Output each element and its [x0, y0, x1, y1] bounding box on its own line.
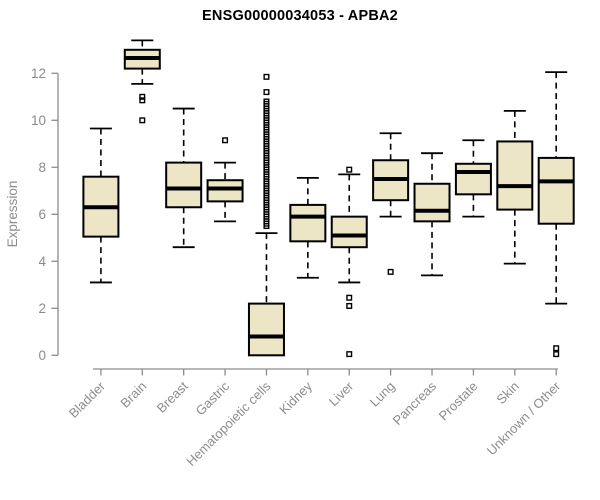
outlier-point: [346, 351, 353, 358]
outlier-point: [139, 93, 146, 100]
iqr-box: [330, 215, 368, 249]
box-liver: [330, 166, 368, 358]
chart-title: ENSG00000034053 - APBA2: [202, 8, 398, 24]
outlier-point: [387, 268, 394, 275]
outlier-point: [553, 345, 560, 352]
x-tick-label-kidney: Kidney: [276, 378, 315, 417]
box-prostate: [454, 139, 492, 218]
y-tick-label: 0: [38, 348, 46, 363]
box-lung: [372, 132, 410, 275]
outlier-point: [346, 294, 353, 301]
outlier-point: [553, 351, 560, 358]
box-hematopoietic-cells: [247, 73, 285, 357]
y-tick-label: 12: [31, 66, 46, 81]
box-skin: [496, 110, 534, 265]
box-brain: [123, 39, 161, 124]
x-tick-label-lung: Lung: [367, 379, 398, 410]
box-kidney: [289, 176, 327, 279]
box-pancreas: [413, 152, 451, 277]
outlier-point: [263, 98, 270, 105]
box-unknown-other: [537, 71, 575, 358]
x-tick-label-liver: Liver: [326, 378, 357, 409]
x-tick-label-pancreas: Pancreas: [390, 378, 440, 428]
y-axis-title: Expression: [5, 181, 20, 248]
x-tick-label-unknown-other: Unknown / Other: [484, 378, 564, 458]
x-tick-label-brain: Brain: [117, 379, 149, 411]
y-tick-label: 6: [38, 207, 46, 222]
iqr-box: [247, 302, 285, 357]
iqr-box: [289, 203, 327, 243]
x-tick-label-breast: Breast: [154, 378, 191, 415]
x-tick-label-prostate: Prostate: [436, 379, 481, 424]
iqr-box: [496, 140, 534, 211]
iqr-box: [413, 182, 451, 223]
box-bladder: [82, 127, 120, 284]
iqr-box: [165, 161, 203, 209]
outlier-point: [139, 97, 146, 104]
x-tick-label-skin: Skin: [493, 379, 521, 407]
iqr-box: [206, 179, 244, 203]
outlier-point: [263, 89, 270, 96]
y-tick-label: 10: [31, 113, 46, 128]
x-tick-label-gastric: Gastric: [192, 378, 232, 418]
x-tick-label-bladder: Bladder: [66, 378, 109, 421]
y-axis: 0 2 4 6 8 10 12 Expression: [5, 66, 59, 363]
outlier-point: [139, 117, 146, 124]
outlier-point: [222, 137, 229, 144]
y-tick-label: 2: [38, 301, 46, 316]
iqr-box: [537, 156, 575, 225]
box-gastric: [206, 137, 244, 223]
y-tick-label: 4: [38, 254, 46, 269]
y-tick-label: 8: [38, 160, 46, 175]
outlier-point: [346, 166, 353, 173]
iqr-box: [454, 162, 492, 196]
box-breast: [165, 107, 203, 249]
outlier-point: [346, 302, 353, 309]
outlier-point: [263, 73, 270, 80]
